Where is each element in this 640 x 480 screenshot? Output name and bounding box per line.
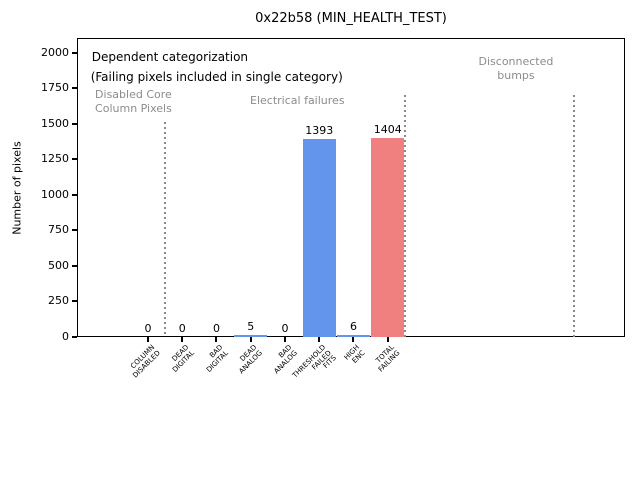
x-tick — [249, 337, 252, 342]
bar — [302, 139, 336, 337]
x-tick-label: DEAD DIGITAL — [170, 343, 196, 374]
bar-value-label: 1393 — [305, 124, 334, 137]
y-tick-label: 1750 — [41, 81, 69, 95]
bar-value-label: 6 — [349, 320, 357, 333]
y-tick-label: 500 — [48, 258, 69, 272]
chart-title: 0x22b58 (MIN_HEALTH_TEST) — [255, 11, 447, 26]
y-tick-label: 1000 — [41, 187, 69, 201]
bar-value-label: 0 — [144, 322, 152, 335]
x-tick — [352, 337, 355, 342]
bar — [234, 335, 268, 337]
y-tick — [72, 122, 77, 125]
x-tick-label: DEAD ANALOG — [237, 343, 265, 376]
x-tick-label: HIGH ENC — [343, 343, 367, 365]
y-tick-label: 0 — [62, 330, 69, 343]
plot-area — [77, 38, 625, 337]
y-tick — [72, 87, 77, 90]
bar-value-label: 0 — [212, 322, 220, 335]
bar-value-label: 1404 — [373, 123, 402, 136]
x-tick — [215, 337, 218, 342]
x-tick — [147, 337, 150, 342]
chart-annotation: Dependent categorization — [91, 50, 249, 65]
x-tick — [318, 337, 321, 342]
section-separator-line — [164, 121, 167, 337]
chart-annotation: Electrical failures — [250, 94, 345, 108]
bar-value-label: 0 — [178, 322, 186, 335]
y-tick — [72, 336, 77, 338]
y-tick — [72, 158, 77, 161]
bar — [336, 335, 370, 337]
y-tick-label: 1500 — [41, 116, 69, 130]
section-separator-line — [572, 94, 575, 337]
x-tick — [181, 337, 184, 342]
y-tick — [72, 51, 77, 54]
bar — [371, 138, 405, 337]
chart-annotation: (Failing pixels included in single categ… — [90, 70, 343, 85]
bar-value-label: 0 — [281, 322, 289, 335]
x-tick — [386, 337, 389, 342]
chart-annotation: Disabled Core Column Pixels — [95, 88, 172, 116]
y-tick — [72, 193, 77, 196]
y-tick — [72, 229, 77, 232]
y-tick-label: 250 — [48, 294, 69, 308]
y-tick — [72, 264, 77, 267]
x-tick-label: BAD DIGITAL — [204, 343, 230, 374]
chart-annotation: Disconnected bumps — [478, 55, 554, 83]
x-tick-label: COLUMN DISABLED — [128, 343, 162, 380]
y-tick-label: 2000 — [41, 45, 69, 59]
x-tick — [283, 337, 286, 342]
y-axis-label: Number of pixels — [10, 141, 24, 235]
y-tick — [72, 300, 77, 303]
x-tick-label: THRESHOLD FAILED FITS — [290, 343, 338, 380]
x-tick-label: TOTAL FAILING — [374, 343, 402, 374]
section-separator-line — [403, 94, 406, 337]
y-tick-label: 750 — [48, 223, 69, 237]
y-tick-label: 1250 — [41, 152, 69, 166]
bar-value-label: 5 — [247, 320, 255, 333]
